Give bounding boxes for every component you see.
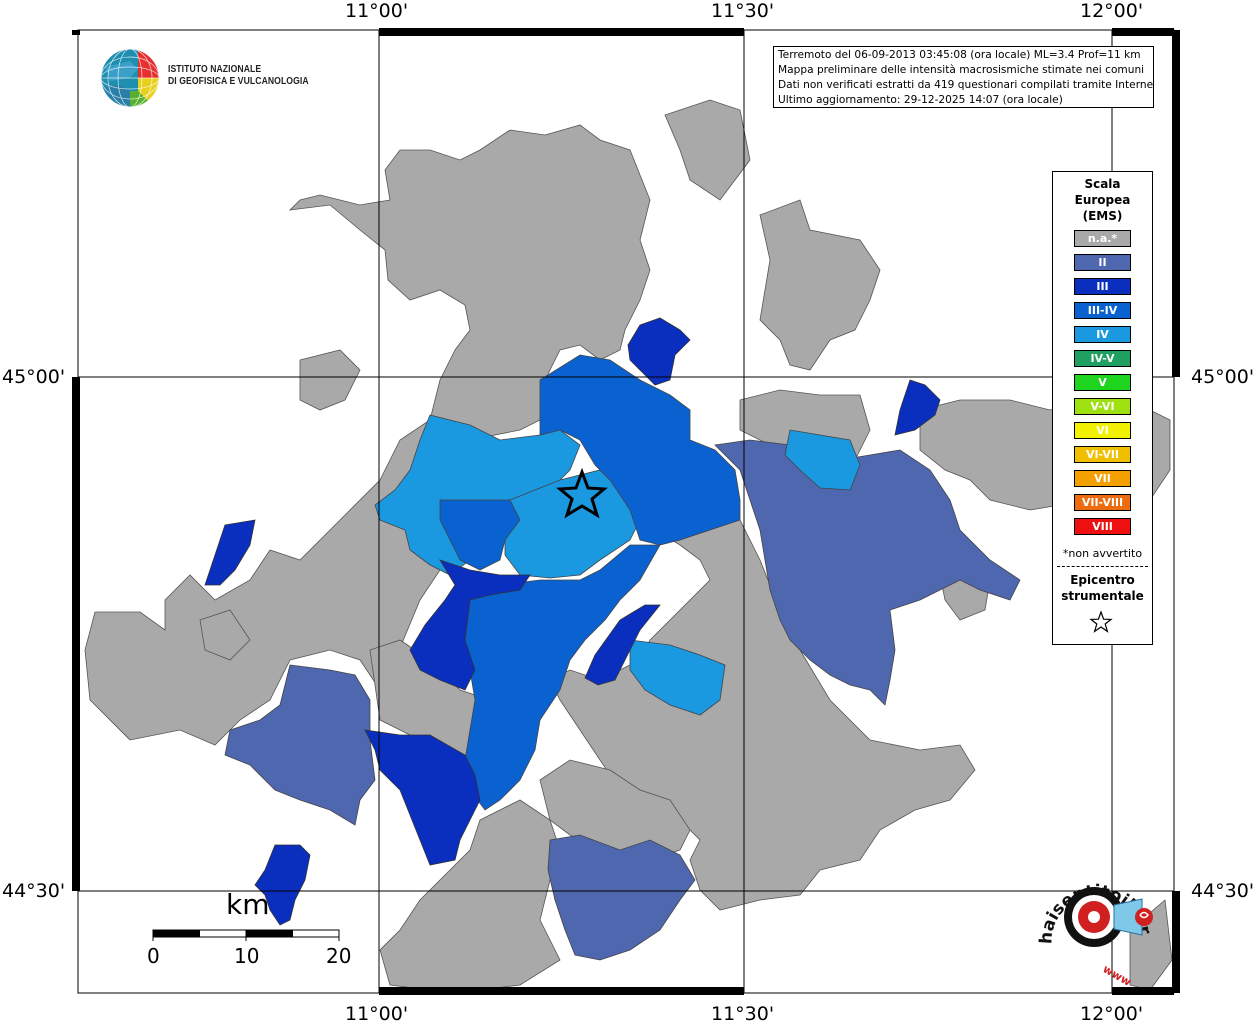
legend-title-line-1: Scala <box>1084 177 1121 191</box>
lat-label-right-45-00: 45°00' <box>1191 366 1255 388</box>
logo-line-1: ISTITUTO NAZIONALE <box>168 63 262 75</box>
legend-swatch: VI <box>1074 422 1131 439</box>
region-ems-iii-iv <box>439 354 741 811</box>
ingv-logo: ISTITUTO NAZIONALE DI GEOFISICA E VULCAN… <box>100 47 320 111</box>
epicenter-star-icon <box>556 467 608 519</box>
legend-title: Scala Europea (EMS) <box>1053 176 1152 224</box>
legend-swatch: III-IV <box>1074 302 1131 319</box>
legend-swatch: IV <box>1074 326 1131 343</box>
scale-tick-20: 20 <box>326 944 352 968</box>
lon-label-bottom-11-30: 11°30' <box>711 1003 775 1025</box>
region-ems-ii <box>224 439 1021 961</box>
lat-label-left-45-00: 45°00' <box>2 366 66 388</box>
legend-title-line-2: Europea <box>1074 193 1131 207</box>
logo-text: ISTITUTO NAZIONALE DI GEOFISICA E VULCAN… <box>168 63 309 87</box>
ems-legend: Scala Europea (EMS) n.a.* II III III-IV IV IV… <box>1052 171 1153 645</box>
event-info-line-1: Terremoto del 06-09-2013 03:45:08 (ora l… <box>778 49 1141 61</box>
legend-swatch: VI-VII <box>1074 446 1131 463</box>
legend-swatch: VII <box>1074 470 1131 487</box>
legend-swatch: IV-V <box>1074 350 1131 367</box>
lon-label-bottom-12-00: 12°00' <box>1080 1003 1144 1025</box>
legend-separator <box>1057 566 1148 567</box>
legend-epicenter-line-2: strumentale <box>1061 589 1144 603</box>
legend-swatch: VIII <box>1074 518 1131 535</box>
legend-swatch: III <box>1074 278 1131 295</box>
legend-epicenter-line-1: Epicentro <box>1070 573 1135 587</box>
event-info-line-2: Mappa preliminare delle intensità macros… <box>778 64 1145 76</box>
region-ems-iii <box>204 317 941 926</box>
region-not-felt <box>84 99 1173 991</box>
lat-label-left-44-30: 44°30' <box>2 880 66 902</box>
legend-swatch: n.a.* <box>1074 230 1131 247</box>
scale-bar-unit: km <box>226 888 270 921</box>
hst-logo-icon: haisentitoilterremoto.it www. <box>1021 840 1155 991</box>
legend-star-icon <box>1089 610 1113 633</box>
lon-label-top-12-00: 12°00' <box>1080 0 1144 22</box>
scale-tick-10: 10 <box>234 944 260 968</box>
scale-bar: km 0 10 20 <box>140 888 360 978</box>
lon-label-bottom-11-00: 11°00' <box>345 1003 409 1025</box>
legend-swatch: II <box>1074 254 1131 271</box>
logo-line-2: DI GEOFISICA E VULCANOLOGIA <box>168 75 309 87</box>
lon-label-top-11-30: 11°30' <box>711 0 775 22</box>
event-info-line-4: Ultimo aggiornamento: 29-12-2025 14:07 (… <box>778 94 1063 106</box>
legend-swatch: VII-VIII <box>1074 494 1131 511</box>
legend-swatch: V <box>1074 374 1131 391</box>
legend-title-line-3: (EMS) <box>1082 209 1123 223</box>
haisentitoilterremoto-badge: haisentitoilterremoto.it www. <box>1021 840 1170 991</box>
lat-label-right-44-30: 44°30' <box>1191 880 1255 902</box>
legend-swatch: V-VI <box>1074 398 1131 415</box>
lon-label-top-11-00: 11°00' <box>345 0 409 22</box>
scale-tick-0: 0 <box>147 944 160 968</box>
globe-icon <box>100 48 160 108</box>
region-ems-iv <box>374 414 861 716</box>
frame-ticks <box>72 28 1180 995</box>
legend-epicenter-label: Epicentro strumentale <box>1053 572 1152 604</box>
event-info-box: Terremoto del 06-09-2013 03:45:08 (ora l… <box>773 46 1154 108</box>
legend-note: *non avvertito <box>1062 547 1143 560</box>
scale-bar-graphic <box>152 929 340 941</box>
badge-prefix: www. <box>1101 962 1137 985</box>
event-info-line-3: Dati non verificati estratti da 419 ques… <box>778 79 1154 91</box>
